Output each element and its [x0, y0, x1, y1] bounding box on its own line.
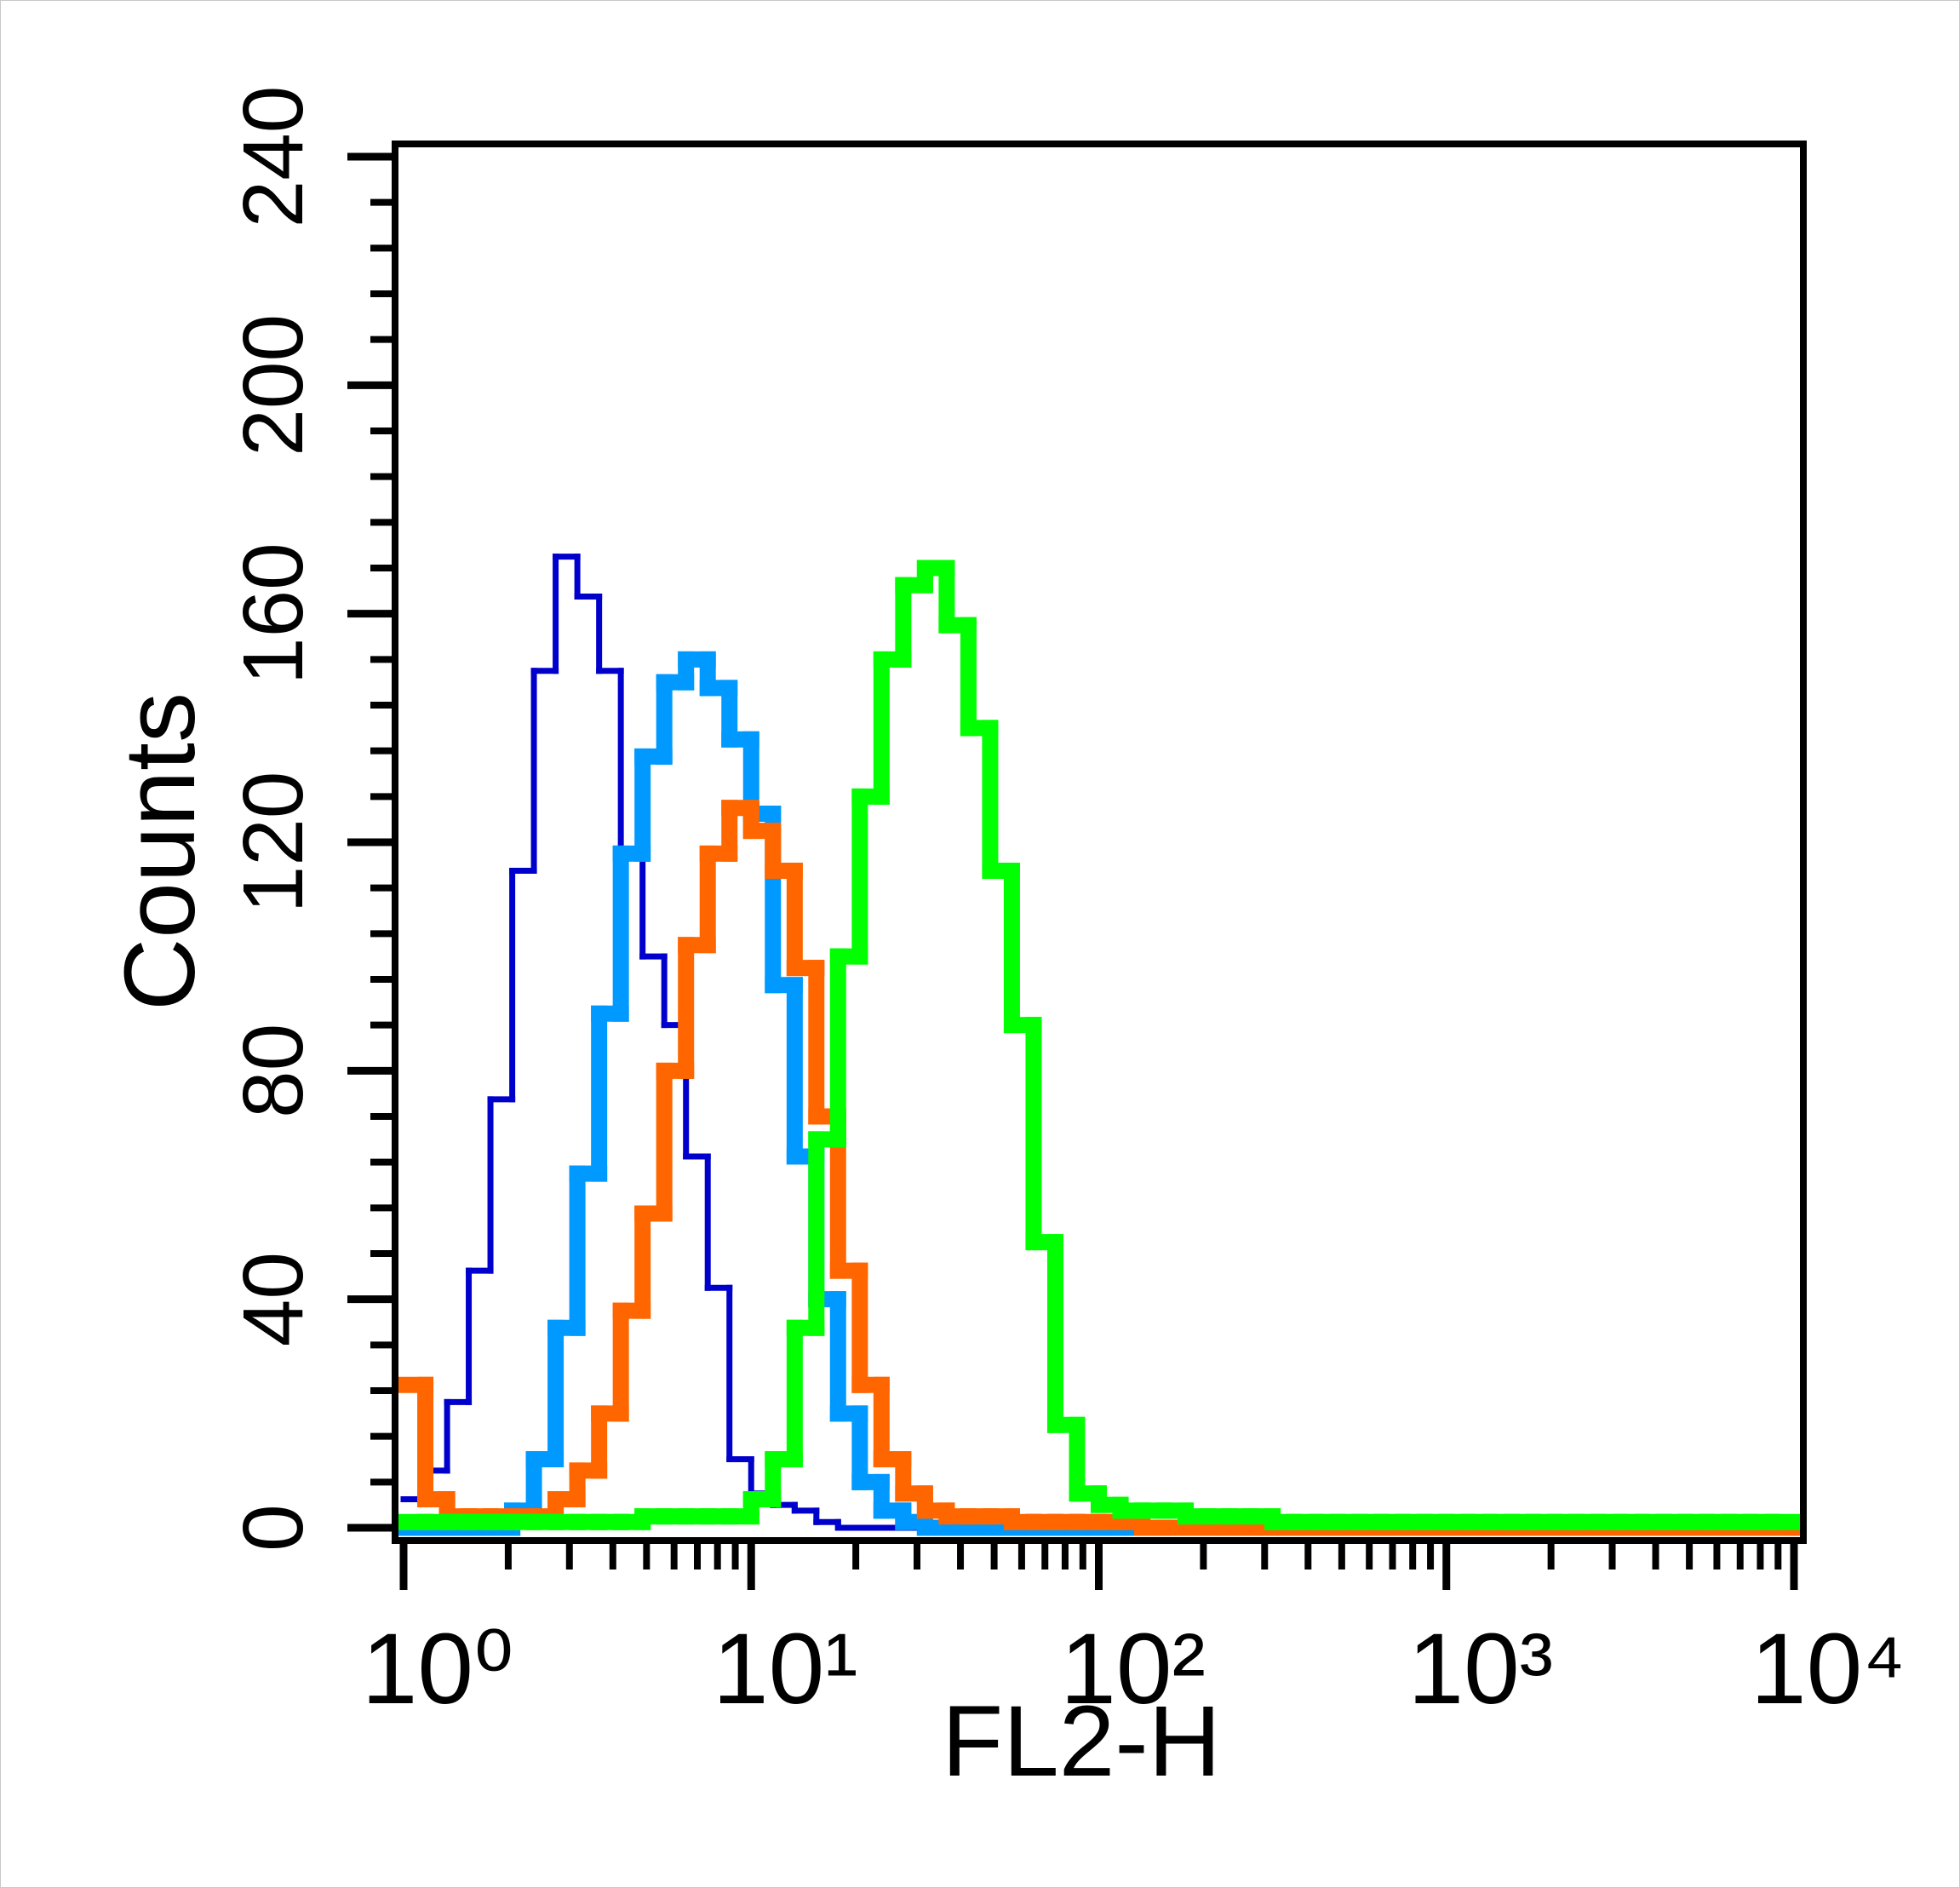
- plot-area: 0 40 80 120 160 200 240 10⁰ 10¹ 10² 10³ 10⁴: [226, 86, 1906, 1725]
- x-tick-label: 10¹: [713, 1613, 858, 1725]
- y-tick-label: 40: [226, 1252, 321, 1346]
- histogram-series: [395, 560, 1802, 1530]
- x-tick-label: 10⁰: [362, 1613, 514, 1725]
- y-tick-label: 80: [226, 1024, 321, 1118]
- y-tick-label: 120: [226, 772, 321, 914]
- x-tick-label: 10²: [1060, 1613, 1206, 1725]
- x-tick-label: 10⁴: [1751, 1613, 1906, 1725]
- plot-frame: [392, 141, 1807, 1544]
- y-tick-label: 240: [226, 86, 321, 228]
- y-axis-title: Counts: [104, 692, 216, 1011]
- y-tick-label: 0: [226, 1504, 321, 1552]
- x-axis-title: FL2-H: [942, 1685, 1221, 1798]
- y-tick-label: 200: [226, 314, 321, 456]
- y-tick-label: 160: [226, 542, 321, 685]
- x-tick-label: 10³: [1407, 1613, 1553, 1725]
